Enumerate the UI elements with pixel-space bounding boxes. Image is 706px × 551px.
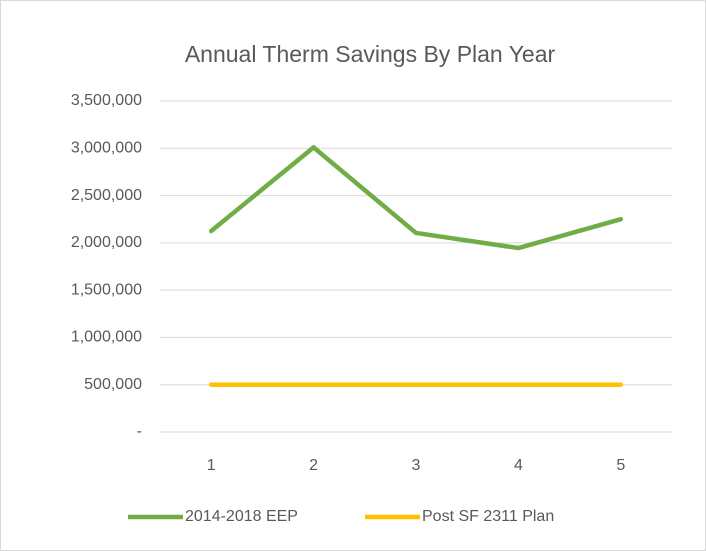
x-tick-label: 4 bbox=[514, 457, 523, 474]
y-tick-label: 2,500,000 bbox=[71, 187, 142, 204]
x-tick-label: 2 bbox=[309, 457, 318, 474]
legend-label: Post SF 2311 Plan bbox=[422, 508, 554, 525]
x-tick-label: 1 bbox=[207, 457, 216, 474]
x-tick-label: 3 bbox=[412, 457, 421, 474]
y-tick-label: 3,500,000 bbox=[71, 92, 142, 109]
y-tick-label: - bbox=[137, 423, 142, 440]
chart-title: Annual Therm Savings By Plan Year bbox=[185, 41, 556, 67]
y-tick-label: 1,000,000 bbox=[71, 329, 142, 346]
legend-label: 2014-2018 EEP bbox=[185, 508, 298, 525]
y-tick-label: 500,000 bbox=[84, 376, 142, 393]
y-tick-label: 1,500,000 bbox=[71, 281, 142, 298]
y-tick-label: 2,000,000 bbox=[71, 234, 142, 251]
series-line bbox=[208, 145, 624, 251]
y-tick-label: 3,000,000 bbox=[71, 140, 142, 157]
x-tick-label: 5 bbox=[616, 457, 625, 474]
